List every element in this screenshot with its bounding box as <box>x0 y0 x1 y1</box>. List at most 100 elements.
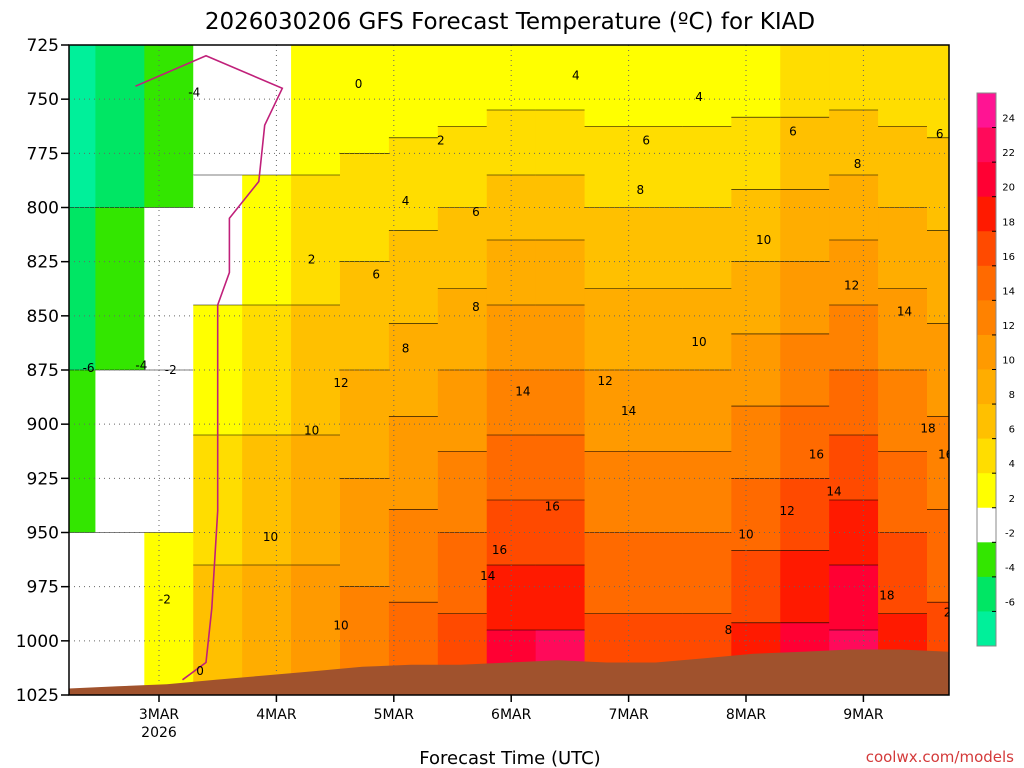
colorbar-swatch <box>977 334 996 370</box>
x-axis-label: Forecast Time (UTC) <box>419 748 600 768</box>
contour-label: 12 <box>779 504 794 518</box>
temperature-cell <box>291 45 341 176</box>
colorbar-label: -2 <box>1005 528 1015 539</box>
contour-label: 16 <box>938 448 953 462</box>
temperature-cell <box>682 45 733 128</box>
colorbar-swatch <box>977 369 996 405</box>
credit-link[interactable]: coolwx.com/models <box>866 748 1014 766</box>
contour-label: 4 <box>402 194 410 208</box>
temperature-cell <box>95 207 146 371</box>
temperature-cell <box>69 207 97 371</box>
colorbar-swatch <box>977 196 996 232</box>
temperature-cell <box>878 451 928 534</box>
contour-label: 4 <box>572 68 580 82</box>
colorbar-swatch <box>977 438 996 474</box>
colorbar-label: 8 <box>1009 390 1015 401</box>
colorbar-swatch <box>977 265 996 301</box>
temperature-cell <box>242 565 293 695</box>
colorbar: 24 22 20 18 16 14 12 10 8 6 4 2 -2 -4 -6 <box>976 92 1015 647</box>
y-tick-label: 975 <box>27 578 59 598</box>
colorbar-label: 10 <box>1002 356 1015 367</box>
temperature-cell <box>829 110 880 176</box>
contour-label: 2 <box>437 133 445 147</box>
temperature-cell <box>926 45 949 139</box>
temperature-cell <box>486 305 537 371</box>
temperature-cell <box>731 45 782 119</box>
temperature-cell <box>69 370 97 534</box>
temperature-cell <box>731 406 782 480</box>
temperature-cell <box>633 126 684 209</box>
temperature-cell <box>731 117 782 191</box>
temperature-cell <box>926 323 949 418</box>
temperature-cell <box>437 532 488 615</box>
temperature-cell <box>878 370 928 453</box>
colorbar-label: -4 <box>1005 563 1015 574</box>
colorbar-label: 18 <box>1002 217 1015 228</box>
colorbar-label: 20 <box>1002 183 1015 194</box>
temperature-cell <box>633 288 684 371</box>
temperature-cell <box>291 305 341 436</box>
temperature-cell <box>144 370 195 534</box>
temperature-cell <box>339 45 390 155</box>
temperature-cell <box>633 207 684 290</box>
colorbar-label: 22 <box>1002 148 1015 159</box>
contour-label: 14 <box>621 404 636 418</box>
temperature-cell <box>682 288 733 371</box>
temperature-cell <box>388 323 439 418</box>
y-axis: 725 750 775 800 825 850 875 900 925 950 975 1000 102… <box>16 36 69 706</box>
temperature-cell <box>584 45 635 128</box>
temperature-cell <box>144 532 195 695</box>
colorbar-swatch <box>977 611 996 647</box>
temperature-cell <box>878 207 928 290</box>
temperature-cell <box>780 261 831 335</box>
colorbar-swatch <box>977 507 996 543</box>
temperature-cell <box>486 435 537 501</box>
temperature-cell <box>926 509 949 604</box>
temperature-cell <box>242 435 293 566</box>
temperature-cell <box>388 509 439 604</box>
contour-label: 4 <box>695 90 703 104</box>
contour-label: 16 <box>809 448 824 462</box>
temperature-cell <box>486 110 537 176</box>
y-tick-label: 850 <box>27 307 59 327</box>
colorbar-swatch <box>977 404 996 440</box>
temperature-cell <box>535 565 586 631</box>
temperature-cell <box>878 126 928 209</box>
colorbar-label: 2 <box>1009 494 1015 505</box>
temperature-cell <box>242 175 293 306</box>
contour-label: 10 <box>691 335 706 349</box>
contour-label: 14 <box>1008 374 1023 388</box>
contour-label: 10 <box>956 257 971 271</box>
temperature-cell <box>633 45 684 128</box>
colorbar-swatch <box>977 542 996 578</box>
contour-label: 18 <box>879 588 894 602</box>
temperature-cell <box>486 45 537 111</box>
temperature-cell <box>437 288 488 371</box>
contour-label: 14 <box>826 484 841 498</box>
contour-label: 8 <box>472 300 480 314</box>
temperature-cell <box>829 435 880 501</box>
contour-label: -2 <box>159 593 171 607</box>
contour-label: -2 <box>165 363 177 377</box>
temperature-cell <box>584 370 635 453</box>
temperature-cell <box>682 370 733 453</box>
temperature-cell <box>535 175 586 241</box>
temperature-cell <box>731 333 782 408</box>
contour-label: 12 <box>597 374 612 388</box>
temperature-cell <box>780 117 831 191</box>
x-axis: 3MAR 2026 4MAR 5MAR 6MAR 7MAR 8MAR 9MAR <box>139 695 884 741</box>
colorbar-swatch <box>977 127 996 163</box>
temperature-cell <box>633 532 684 615</box>
x-tick-sublabel: 2026 <box>141 725 177 741</box>
temperature-cell <box>486 240 537 306</box>
temperature-cell <box>437 451 488 534</box>
temperature-fill <box>69 45 949 695</box>
contour-label: 2 <box>308 253 316 267</box>
temperature-cell <box>584 207 635 290</box>
contour-label: 8 <box>854 157 862 171</box>
y-tick-label: 950 <box>27 524 59 544</box>
temperature-cell <box>95 370 146 534</box>
